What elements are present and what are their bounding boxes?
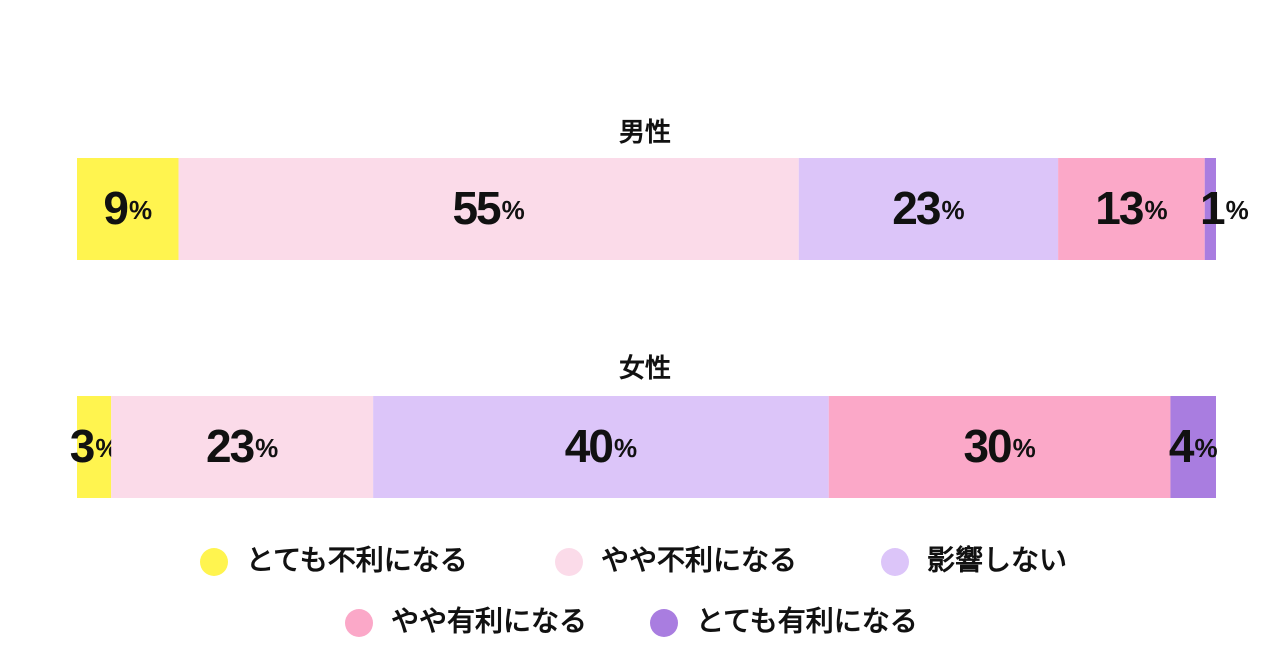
legend-label: 影響しない [927, 543, 1067, 575]
bar-segment [77, 158, 179, 260]
value-label: 23% [892, 182, 964, 234]
value-unit: % [1013, 433, 1036, 463]
value-number: 40 [565, 420, 613, 472]
value-label: 9% [103, 182, 152, 234]
value-unit: % [129, 195, 152, 225]
legend-marker [881, 548, 909, 576]
category-title: 女性 [619, 353, 671, 383]
value-number: 3 [70, 420, 94, 472]
value-label: 55% [452, 182, 524, 234]
value-label: 13% [1095, 182, 1167, 234]
bar-segment [77, 396, 112, 498]
value-number: 55 [452, 182, 501, 234]
value-unit: % [941, 195, 964, 225]
value-number: 9 [103, 182, 127, 234]
value-label: 23% [206, 420, 278, 472]
legend-marker [555, 548, 583, 576]
bar-segment [111, 396, 374, 498]
value-number: 4 [1169, 420, 1195, 472]
value-unit: % [1194, 433, 1217, 463]
value-label: 4% [1169, 420, 1218, 472]
legend-marker [650, 609, 678, 637]
legend-marker [200, 548, 228, 576]
value-unit: % [502, 195, 525, 225]
value-label: 30% [963, 420, 1035, 472]
value-label: 40% [565, 420, 637, 472]
bar-segment [1204, 158, 1216, 260]
value-number: 23 [206, 420, 254, 472]
bar-segment [1058, 158, 1205, 260]
legend-marker [345, 609, 373, 637]
value-unit: % [1226, 195, 1249, 225]
bar-segment [798, 158, 1059, 260]
value-number: 1 [1200, 182, 1225, 234]
value-number: 13 [1095, 182, 1143, 234]
bar-segment [373, 396, 829, 498]
legend-label: とても有利になる [696, 605, 918, 636]
bar-segment [828, 396, 1171, 498]
value-unit: % [255, 433, 278, 463]
legend-label: やや有利になる [391, 605, 587, 636]
bar-segment [178, 158, 799, 260]
category-title: 男性 [619, 117, 671, 147]
bar-segment [1170, 396, 1216, 498]
legend-label: やや不利になる [601, 544, 797, 575]
value-unit: % [1144, 195, 1167, 225]
value-number: 23 [892, 182, 940, 234]
legend-label: とても不利になる [246, 544, 468, 575]
value-label: 1% [1200, 182, 1249, 234]
value-unit: % [614, 433, 637, 463]
value-number: 30 [963, 420, 1011, 472]
